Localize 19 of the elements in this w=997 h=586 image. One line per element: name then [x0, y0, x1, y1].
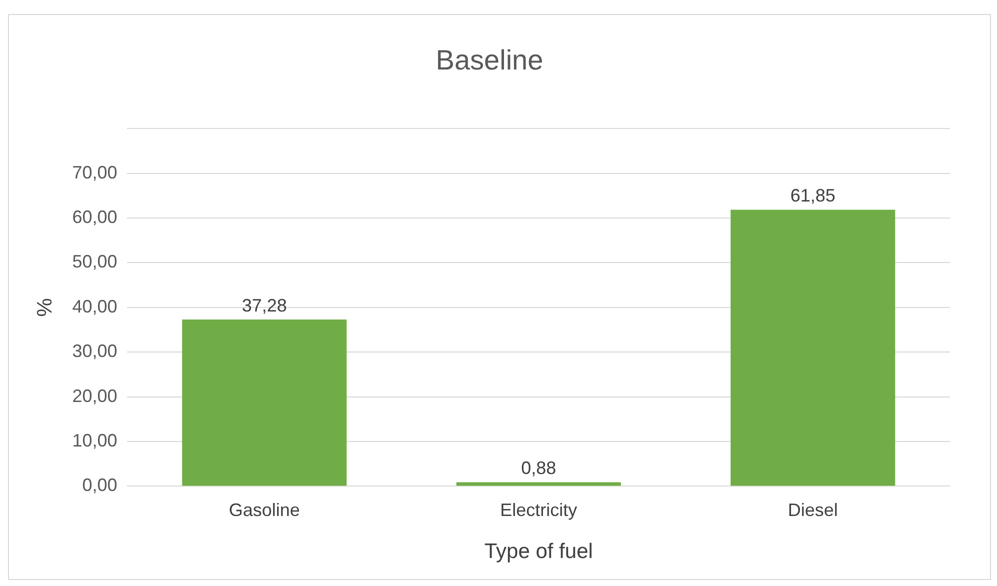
data-label: 0,88	[521, 458, 556, 478]
y-tick-label: 50,00	[72, 252, 118, 272]
y-tick-label: 30,00	[72, 341, 118, 362]
y-tick-label: 70,00	[72, 162, 118, 182]
bar	[730, 210, 896, 486]
chart-title: Baseline	[436, 44, 544, 76]
y-tick-label: 60,00	[72, 206, 118, 227]
y-tick-label: 40,00	[72, 296, 118, 316]
x-tick-label: Diesel	[788, 500, 838, 520]
bar	[182, 320, 347, 486]
x-tick-label: Electricity	[500, 500, 578, 520]
y-axis-title: %	[33, 298, 56, 317]
y-tick-label: 0,00	[82, 475, 118, 496]
x-tick-label: Gasoline	[228, 500, 300, 520]
x-axis-title: Type of fuel	[484, 540, 593, 564]
data-label: 61,85	[790, 186, 836, 206]
y-tick-label: 10,00	[72, 430, 118, 450]
y-tick-label: 20,00	[72, 386, 118, 406]
data-label: 37,28	[242, 296, 287, 316]
